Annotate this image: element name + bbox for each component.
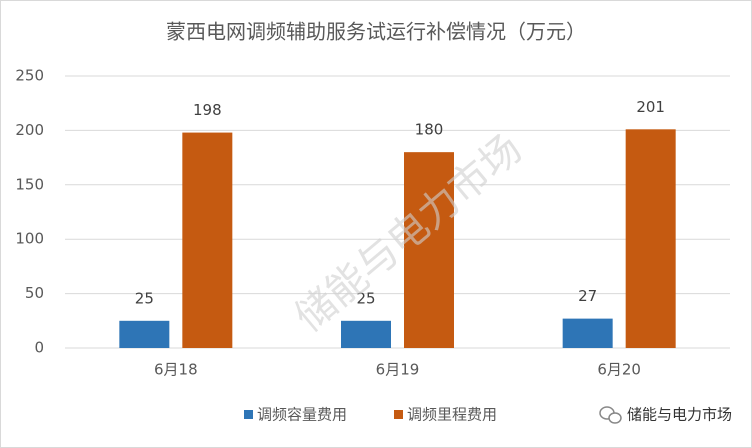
data-label: 201 [636,98,665,116]
y-tick-label: 100 [15,230,44,248]
data-label: 180 [415,121,444,139]
bar [562,318,613,348]
bar [625,129,676,348]
bar [404,152,454,348]
legend-label: 调频容量费用 [257,406,347,424]
x-tick-label: 6月20 [597,361,641,379]
chart-title: 蒙西电网调频辅助服务试运行补偿情况（万元） [166,20,586,44]
wechat-icon [599,406,622,424]
bar [119,320,170,348]
legend-swatch [394,410,403,419]
y-tick-label: 50 [25,284,44,302]
source-mark: 储能与电力市场 [627,406,732,424]
plot-area: 0 50 100 150 200 250 6月18 25 198 6月19 25 180 6月20 27 2… [15,67,730,379]
legend-label: 调频里程费用 [407,406,497,424]
bar [341,320,391,348]
data-label: 27 [578,287,597,305]
y-tick-label: 200 [15,121,44,139]
bar [182,132,233,348]
data-label: 25 [356,289,375,307]
y-tick-label: 250 [15,67,44,85]
y-tick-label: 0 [34,339,44,357]
x-tick-label: 6月19 [376,361,420,379]
data-label: 25 [135,289,154,307]
y-tick-label: 150 [15,175,44,193]
legend-swatch [244,410,253,419]
data-label: 198 [193,101,222,119]
x-tick-label: 6月18 [154,361,198,379]
